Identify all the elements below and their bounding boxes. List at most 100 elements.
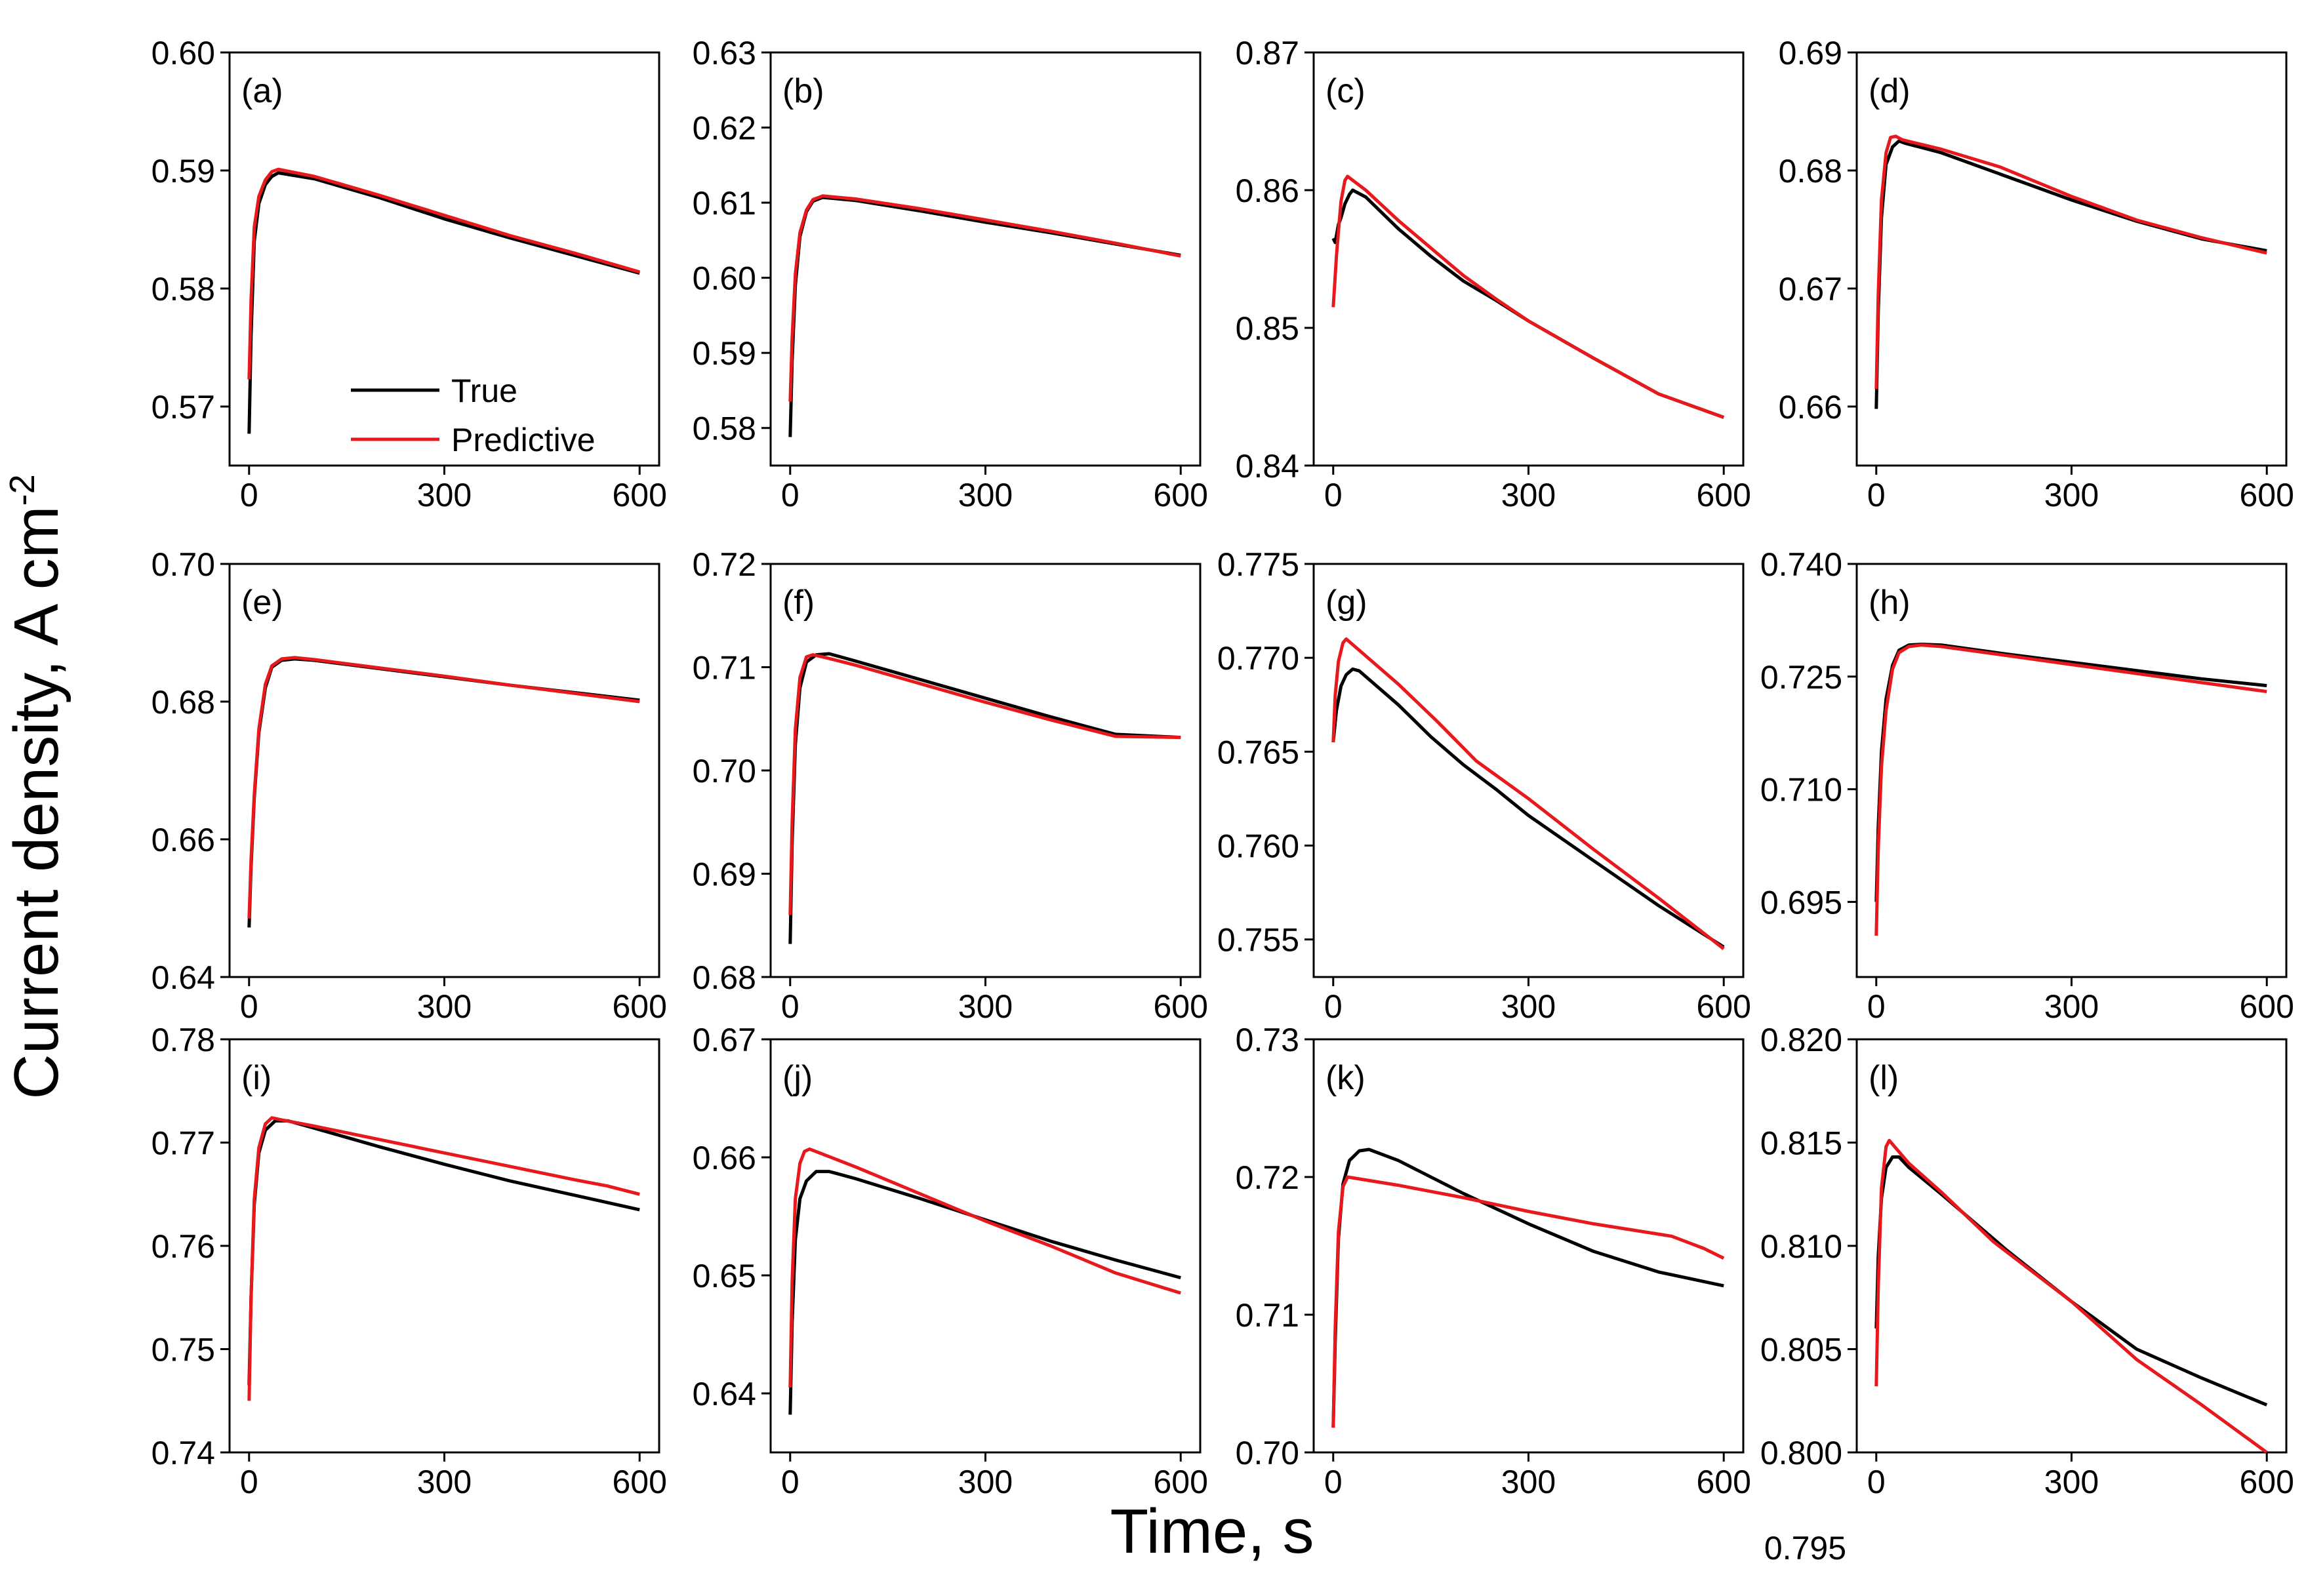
panel-f-xtick-label-2: 600 bbox=[1154, 988, 1208, 1025]
panel-c-xtick-label-0: 0 bbox=[1324, 477, 1343, 513]
panel-g-ytick-label-0: 0.755 bbox=[1217, 922, 1299, 959]
panel-j: 0 300 600 0.64 0.65 0.66 0.67 (j) bbox=[693, 1022, 1208, 1500]
panel-k-xtick-label-1: 300 bbox=[1501, 1464, 1556, 1500]
panel-f-xtick-label-0: 0 bbox=[781, 988, 799, 1025]
panel-b: 0 300 600 0.58 0.59 0.60 0.61 0.62 0.63 (b) bbox=[693, 35, 1208, 513]
panel-l-ytick-label-2: 0.810 bbox=[1760, 1228, 1842, 1265]
panel-g-series-predictive bbox=[1331, 637, 1725, 950]
panel-e-ytick-label-2: 0.68 bbox=[152, 684, 215, 721]
panel-f-ytick-label-2: 0.70 bbox=[693, 753, 756, 789]
panel-i-ytick-label-1: 0.75 bbox=[152, 1332, 215, 1368]
panel-h-xtick-label-0: 0 bbox=[1867, 988, 1886, 1025]
panel-d: 0 300 600 0.66 0.67 0.68 0.69 (d) bbox=[1779, 35, 2294, 513]
panel-i-frame bbox=[228, 1038, 660, 1454]
panel-e-ytick-label-1: 0.66 bbox=[152, 822, 215, 858]
panel-f-ytick-label-0: 0.68 bbox=[693, 959, 756, 996]
panel-a-ytick-label-2: 0.59 bbox=[152, 153, 215, 190]
panel-a-label: (a) bbox=[241, 72, 283, 110]
panel-b-label: (b) bbox=[782, 72, 824, 110]
panel-d-frame bbox=[1855, 51, 2288, 467]
panel-b-ytick-label-2: 0.60 bbox=[693, 260, 756, 297]
panels: 0 300 600 0.57 0.58 0.59 0.60 (a) True Predictive… bbox=[152, 35, 2294, 1500]
panel-e: 0 300 600 0.64 0.66 0.68 0.70 (e) bbox=[152, 546, 667, 1025]
panel-f-ytick-label-3: 0.71 bbox=[693, 650, 756, 687]
panel-b-frame bbox=[769, 51, 1202, 467]
panel-l-xtick-label-2: 600 bbox=[2240, 1464, 2294, 1500]
y-axis-title-sup: -2 bbox=[3, 474, 42, 506]
panel-d-ytick-label-0: 0.66 bbox=[1779, 389, 1842, 426]
panel-f-label: (f) bbox=[782, 584, 815, 622]
panel-a-xtick-label-0: 0 bbox=[240, 477, 258, 513]
panel-j-xtick-label-2: 600 bbox=[1154, 1464, 1208, 1500]
panel-a-ytick-label-0: 0.57 bbox=[152, 389, 215, 426]
panel-d-label: (d) bbox=[1869, 72, 1911, 110]
panel-e-series-true bbox=[247, 657, 640, 928]
panel-k-xtick-label-0: 0 bbox=[1324, 1464, 1343, 1500]
panel-l-series-true bbox=[1874, 1155, 2268, 1406]
panel-b-ytick-label-4: 0.62 bbox=[693, 110, 756, 147]
panel-f-ytick-label-1: 0.69 bbox=[693, 856, 756, 893]
panel-k-ytick-label-3: 0.73 bbox=[1236, 1022, 1299, 1058]
panel-d-ytick-label-3: 0.69 bbox=[1779, 35, 1842, 71]
panel-c-ytick-label-0: 0.84 bbox=[1236, 448, 1299, 485]
panel-l-frame bbox=[1855, 1038, 2288, 1454]
panel-b-ytick-label-1: 0.59 bbox=[693, 335, 756, 372]
panel-g-ytick-label-2: 0.765 bbox=[1217, 734, 1299, 770]
panel-f-series-true bbox=[788, 652, 1181, 944]
panel-e-frame bbox=[228, 563, 660, 978]
panel-j-ytick-label-1: 0.65 bbox=[693, 1258, 756, 1294]
panel-e-ytick-label-3: 0.70 bbox=[152, 546, 215, 583]
panel-i-ytick-label-2: 0.76 bbox=[152, 1228, 215, 1265]
panel-h-ytick-label-2: 0.725 bbox=[1760, 659, 1842, 696]
panel-c: 0 300 600 0.84 0.85 0.86 0.87 (c) bbox=[1236, 35, 1751, 513]
panel-e-ytick-label-0: 0.64 bbox=[152, 959, 215, 996]
panel-a: 0 300 600 0.57 0.58 0.59 0.60 (a) True Predictive bbox=[152, 35, 667, 513]
panel-c-series-predictive bbox=[1331, 174, 1725, 419]
panel-c-xtick-label-2: 600 bbox=[1697, 477, 1751, 513]
panel-g-xtick-label-1: 300 bbox=[1501, 988, 1556, 1025]
panel-i-series-true bbox=[247, 1119, 640, 1386]
panel-l-series-predictive bbox=[1874, 1138, 2268, 1452]
panel-g-ytick-label-4: 0.775 bbox=[1217, 546, 1299, 583]
panel-g: 0 300 600 0.755 0.760 0.765 0.770 0.775 (g) bbox=[1217, 546, 1751, 1025]
panel-k: 0 300 600 0.70 0.71 0.72 0.73 (k) bbox=[1236, 1022, 1751, 1500]
panel-k-series-true bbox=[1331, 1147, 1724, 1428]
panel-j-xtick-label-1: 300 bbox=[958, 1464, 1013, 1500]
panel-c-ytick-label-1: 0.85 bbox=[1236, 310, 1299, 347]
panel-g-xtick-label-0: 0 bbox=[1324, 988, 1343, 1025]
panel-e-series-predictive bbox=[247, 656, 640, 919]
y-axis-title: Current density, A cm-2 bbox=[1, 474, 71, 1099]
panel-h: 0 300 600 0.695 0.710 0.725 0.740 (h) bbox=[1760, 546, 2294, 1025]
panel-b-ytick-label-0: 0.58 bbox=[693, 410, 756, 447]
panel-b-xtick-label-0: 0 bbox=[781, 477, 799, 513]
panel-i-xtick-label-2: 600 bbox=[613, 1464, 667, 1500]
panel-h-xtick-label-1: 300 bbox=[2044, 988, 2099, 1025]
panel-e-xtick-label-1: 300 bbox=[417, 988, 472, 1025]
panel-l-label: (l) bbox=[1869, 1059, 1899, 1097]
panel-e-xtick-label-0: 0 bbox=[240, 988, 258, 1025]
panel-c-xtick-label-1: 300 bbox=[1501, 477, 1556, 513]
panel-k-frame bbox=[1312, 1038, 1745, 1454]
panel-f-frame bbox=[769, 563, 1202, 978]
panel-b-series-true bbox=[788, 195, 1181, 437]
panel-b-ytick-label-3: 0.61 bbox=[693, 185, 756, 222]
panel-g-ytick-label-1: 0.760 bbox=[1217, 828, 1299, 865]
panel-l-xtick-label-1: 300 bbox=[2044, 1464, 2099, 1500]
y-axis-title-text: Current density, A cm bbox=[1, 506, 71, 1099]
panel-c-series-true bbox=[1331, 188, 1725, 419]
panel-h-frame bbox=[1855, 563, 2288, 978]
panel-c-label: (c) bbox=[1325, 72, 1365, 110]
panel-j-series-predictive bbox=[788, 1147, 1181, 1388]
panel-j-ytick-label-3: 0.67 bbox=[693, 1022, 756, 1058]
panel-a-xtick-label-2: 600 bbox=[613, 477, 667, 513]
panel-i: 0 300 600 0.74 0.75 0.76 0.77 0.78 (i) bbox=[152, 1022, 667, 1500]
panel-k-ytick-label-0: 0.70 bbox=[1236, 1435, 1299, 1471]
panel-l: 0 300 600 0.800 0.805 0.810 0.815 0.820 (l) bbox=[1760, 1022, 2294, 1500]
panel-f-series-predictive bbox=[788, 653, 1181, 915]
panel-a-ytick-label-3: 0.60 bbox=[152, 35, 215, 71]
panel-d-xtick-label-1: 300 bbox=[2044, 477, 2099, 513]
panel-h-ytick-label-0: 0.695 bbox=[1760, 884, 1842, 921]
panel-k-ytick-label-2: 0.72 bbox=[1236, 1159, 1299, 1196]
panel-k-ytick-label-1: 0.71 bbox=[1236, 1297, 1299, 1334]
